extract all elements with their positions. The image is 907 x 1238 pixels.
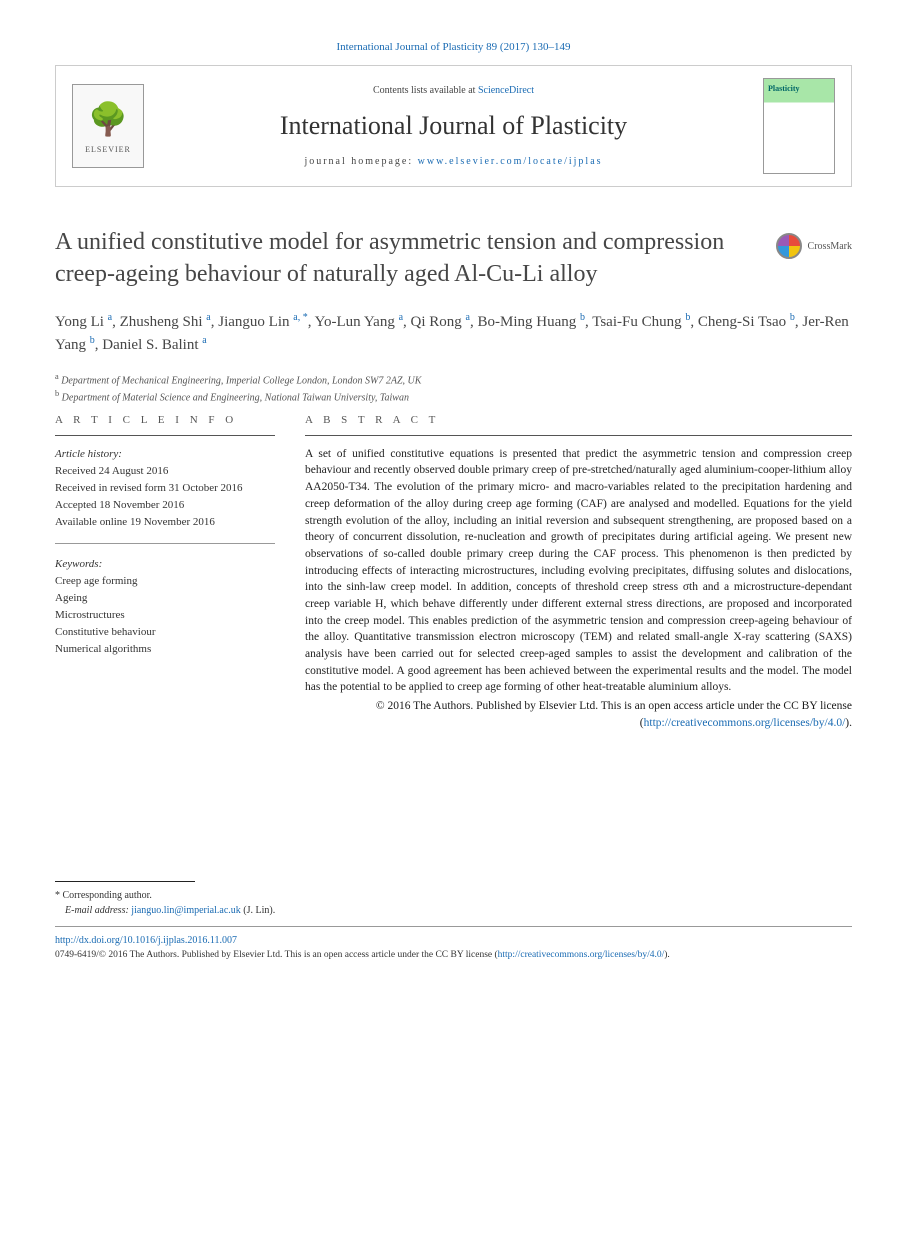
footer-short-rule bbox=[55, 881, 195, 882]
article-title-text: A unified constitutive model for asymmet… bbox=[55, 229, 724, 286]
corresponding-name: (J. Lin). bbox=[243, 905, 275, 916]
author: Tsai-Fu Chung b bbox=[592, 314, 690, 330]
contents-prefix: Contents lists available at bbox=[373, 85, 478, 96]
info-divider bbox=[55, 543, 275, 544]
homepage-prefix: journal homepage: bbox=[304, 156, 417, 167]
corresponding-label: * Corresponding author. bbox=[55, 890, 152, 901]
history-line: Received 24 August 2016 bbox=[55, 465, 168, 477]
footer-license-link[interactable]: http://creativecommons.org/licenses/by/4… bbox=[498, 950, 665, 960]
sciencedirect-link[interactable]: ScienceDirect bbox=[478, 85, 534, 96]
abstract-text: A set of unified constitutive equations … bbox=[305, 446, 852, 696]
article-history-block: Article history: Received 24 August 2016… bbox=[55, 446, 275, 531]
elsevier-logo: 🌳 ELSEVIER bbox=[72, 84, 144, 168]
author: Zhusheng Shi a bbox=[120, 314, 211, 330]
corresponding-email-link[interactable]: jianguo.lin@imperial.ac.uk bbox=[131, 905, 240, 916]
header-citation: International Journal of Plasticity 89 (… bbox=[55, 40, 852, 55]
footer-full-rule bbox=[55, 926, 852, 927]
keyword: Constitutive behaviour bbox=[55, 626, 156, 638]
homepage-link[interactable]: www.elsevier.com/locate/ijplas bbox=[418, 156, 603, 167]
crossmark-badge[interactable]: CrossMark bbox=[776, 233, 852, 259]
keywords-block: Keywords: Creep age forming Ageing Microst… bbox=[55, 556, 275, 658]
issn-text-1: 0749-6419/© 2016 The Authors. Published … bbox=[55, 950, 498, 960]
elsevier-tree-icon: 🌳 bbox=[88, 97, 128, 142]
author: Daniel S. Balint a bbox=[102, 337, 206, 353]
issn-copyright-line: 0749-6419/© 2016 The Authors. Published … bbox=[55, 948, 852, 962]
doi-link[interactable]: http://dx.doi.org/10.1016/j.ijplas.2016.… bbox=[55, 935, 237, 946]
keyword: Creep age forming bbox=[55, 575, 137, 587]
author: Bo-Ming Huang b bbox=[478, 314, 586, 330]
copyright-close: ). bbox=[845, 717, 852, 729]
crossmark-label: CrossMark bbox=[808, 240, 852, 253]
abstract-heading: A B S T R A C T bbox=[305, 413, 852, 435]
author-list: Yong Li a, Zhusheng Shi a, Jianguo Lin a… bbox=[55, 310, 852, 357]
journal-cover-thumbnail: Plasticity bbox=[763, 78, 835, 174]
keyword: Microstructures bbox=[55, 609, 125, 621]
affiliations: a Department of Mechanical Engineering, … bbox=[55, 371, 852, 414]
history-line: Accepted 18 November 2016 bbox=[55, 499, 184, 511]
elsevier-label: ELSEVIER bbox=[85, 144, 131, 155]
email-label: E-mail address: bbox=[65, 905, 129, 916]
author: Qi Rong a bbox=[411, 314, 470, 330]
keywords-label: Keywords: bbox=[55, 558, 102, 570]
abstract-copyright: © 2016 The Authors. Published by Elsevie… bbox=[305, 698, 852, 731]
author: Yo-Lun Yang a bbox=[315, 314, 403, 330]
journal-title: International Journal of Plasticity bbox=[160, 108, 747, 144]
article-history-label: Article history: bbox=[55, 448, 122, 460]
article-info-heading: A R T I C L E I N F O bbox=[55, 413, 275, 435]
affiliation: a Department of Mechanical Engineering, … bbox=[55, 371, 852, 388]
page-footer: * Corresponding author. E-mail address: … bbox=[55, 881, 852, 962]
history-line: Received in revised form 31 October 2016 bbox=[55, 482, 243, 494]
affiliation: b Department of Material Science and Eng… bbox=[55, 388, 852, 405]
author: Jianguo Lin a, * bbox=[218, 314, 307, 330]
history-line: Available online 19 November 2016 bbox=[55, 516, 215, 528]
author: Yong Li a bbox=[55, 314, 112, 330]
author: Cheng-Si Tsao b bbox=[698, 314, 795, 330]
article-title: A unified constitutive model for asymmet… bbox=[55, 227, 852, 289]
cover-label: Plasticity bbox=[768, 83, 800, 94]
journal-header-box: 🌳 ELSEVIER Contents lists available at S… bbox=[55, 65, 852, 187]
corresponding-author-note: * Corresponding author. E-mail address: … bbox=[55, 888, 852, 918]
keyword: Numerical algorithms bbox=[55, 643, 151, 655]
crossmark-icon bbox=[776, 233, 802, 259]
contents-list-line: Contents lists available at ScienceDirec… bbox=[160, 84, 747, 98]
license-link[interactable]: http://creativecommons.org/licenses/by/4… bbox=[644, 717, 846, 729]
keyword: Ageing bbox=[55, 592, 87, 604]
journal-homepage-line: journal homepage: www.elsevier.com/locat… bbox=[160, 155, 747, 169]
issn-text-2: ). bbox=[664, 950, 670, 960]
